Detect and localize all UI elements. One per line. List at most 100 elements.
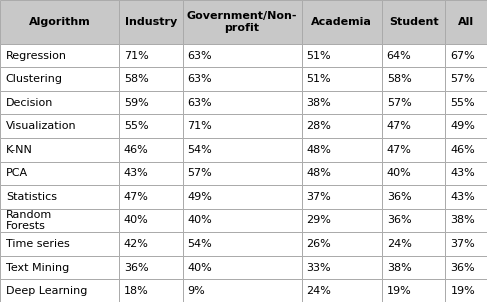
Bar [119,138,183,162]
Bar [301,162,382,185]
Text: 19%: 19% [387,286,412,296]
Bar [119,279,183,302]
Text: PCA: PCA [6,168,28,178]
Text: 37%: 37% [450,239,475,249]
Bar [446,0,487,44]
Bar [183,0,301,44]
Bar [119,44,183,67]
Text: 59%: 59% [124,98,149,108]
Bar [119,67,183,91]
Bar [382,0,446,44]
Text: Time series: Time series [6,239,70,249]
Text: Industry: Industry [125,17,177,27]
Text: 71%: 71% [124,50,149,61]
Bar [183,162,301,185]
Text: 54%: 54% [187,239,212,249]
Text: 55%: 55% [124,121,149,131]
Bar [183,91,301,114]
Bar [119,0,183,44]
Bar [301,185,382,209]
Bar [446,232,487,256]
Bar [301,232,382,256]
Bar [119,162,183,185]
Text: 48%: 48% [306,145,331,155]
Bar [0,279,119,302]
Text: Deep Learning: Deep Learning [6,286,87,296]
Bar [119,209,183,232]
Text: 47%: 47% [387,121,412,131]
Bar [382,256,446,279]
Bar [382,209,446,232]
Text: 42%: 42% [124,239,149,249]
Bar [119,256,183,279]
Bar [119,114,183,138]
Bar [0,256,119,279]
Text: 46%: 46% [450,145,475,155]
Bar [301,0,382,44]
Text: 48%: 48% [306,168,331,178]
Bar [119,232,183,256]
Text: K-NN: K-NN [6,145,33,155]
Text: 57%: 57% [450,74,475,84]
Text: 47%: 47% [387,145,412,155]
Text: 18%: 18% [124,286,149,296]
Bar [301,209,382,232]
Text: 46%: 46% [124,145,149,155]
Bar [183,209,301,232]
Bar [183,185,301,209]
Text: 28%: 28% [306,121,331,131]
Bar [382,232,446,256]
Text: 55%: 55% [450,98,475,108]
Text: 58%: 58% [387,74,412,84]
Text: 57%: 57% [187,168,212,178]
Text: Statistics: Statistics [6,192,57,202]
Bar [446,67,487,91]
Bar [0,0,119,44]
Bar [0,162,119,185]
Text: 67%: 67% [450,50,475,61]
Bar [382,138,446,162]
Text: 57%: 57% [387,98,412,108]
Text: 63%: 63% [187,50,212,61]
Text: 40%: 40% [187,262,212,273]
Bar [446,209,487,232]
Bar [301,67,382,91]
Bar [183,279,301,302]
Bar [446,279,487,302]
Bar [0,232,119,256]
Text: All: All [458,17,474,27]
Text: 33%: 33% [306,262,331,273]
Text: Clustering: Clustering [6,74,63,84]
Bar [382,114,446,138]
Text: 40%: 40% [387,168,412,178]
Bar [382,67,446,91]
Text: Academia: Academia [311,17,372,27]
Bar [301,138,382,162]
Text: 47%: 47% [124,192,149,202]
Text: 38%: 38% [306,98,331,108]
Text: Regression: Regression [6,50,67,61]
Text: 36%: 36% [450,262,475,273]
Bar [0,114,119,138]
Text: 29%: 29% [306,215,331,226]
Text: Government/Non-
profit: Government/Non- profit [187,11,298,33]
Text: Decision: Decision [6,98,53,108]
Bar [183,114,301,138]
Text: 63%: 63% [187,98,212,108]
Bar [119,91,183,114]
Text: 43%: 43% [450,192,475,202]
Text: 51%: 51% [306,74,331,84]
Text: 40%: 40% [124,215,149,226]
Text: 37%: 37% [306,192,331,202]
Bar [183,67,301,91]
Text: 38%: 38% [450,215,475,226]
Text: 71%: 71% [187,121,212,131]
Bar [382,91,446,114]
Bar [0,138,119,162]
Text: Visualization: Visualization [6,121,76,131]
Bar [382,162,446,185]
Text: 49%: 49% [450,121,475,131]
Bar [0,91,119,114]
Bar [446,91,487,114]
Bar [301,279,382,302]
